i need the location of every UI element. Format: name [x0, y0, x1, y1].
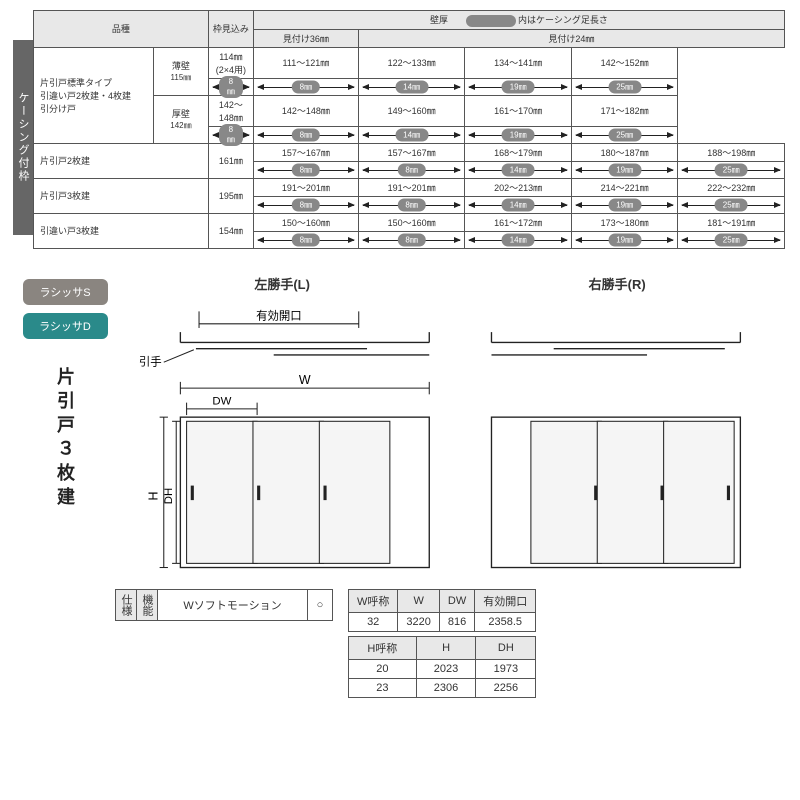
arrow-cell: 14㎜: [465, 196, 572, 213]
range-cell: 142～148㎜: [253, 95, 358, 126]
arrow-cell: 19㎜: [465, 126, 572, 143]
range-cell: 157～167㎜: [253, 143, 358, 161]
brand-d-pill: ラシッサD: [23, 313, 108, 339]
spec-mark: ○: [308, 589, 333, 620]
arrow-cell: 25㎜: [678, 196, 785, 213]
range-cell: 134～141㎜: [465, 47, 572, 78]
range-cell: 191～201㎜: [358, 178, 465, 196]
range-cell: 214～221㎜: [571, 178, 678, 196]
row-label: 片引戸2枚建: [34, 143, 209, 178]
spec-name: Wソフトモーション: [158, 589, 308, 620]
side-tab: ケーシング付枠: [13, 40, 33, 235]
svg-text:H: H: [147, 491, 161, 500]
door-diagram: 有効開口 引手: [115, 301, 785, 581]
function-table: 仕様 機能 Wソフトモーション ○: [115, 589, 333, 621]
range-cell: 181～191㎜: [678, 213, 785, 231]
arrow-cell: 19㎜: [571, 161, 678, 178]
range-cell: 161～172㎜: [465, 213, 572, 231]
arrow-cell: 14㎜: [358, 78, 465, 95]
range-cell: 161～170㎜: [465, 95, 572, 126]
arrow-cell: 25㎜: [678, 231, 785, 248]
wakumi-val: 195㎜: [208, 178, 253, 213]
arrow-cell: 8㎜: [253, 78, 358, 95]
sublabel: 厚壁142㎜: [154, 95, 209, 143]
range-cell: 168～179㎜: [465, 143, 572, 161]
svg-text:有効開口: 有効開口: [256, 308, 302, 322]
th-m24: 見付け24㎜: [358, 29, 784, 47]
range-cell: 171～182㎜: [571, 95, 678, 126]
sublabel: 薄壁115㎜: [154, 47, 209, 95]
range-cell: 114㎜(2×4用): [208, 47, 253, 78]
svg-text:DW: DW: [212, 395, 231, 407]
th-kino: 機能: [137, 589, 158, 620]
th-hinshu: 品種: [34, 11, 209, 48]
arrow-cell: 14㎜: [465, 231, 572, 248]
arrow-cell: 19㎜: [465, 78, 572, 95]
h-dim-table: H呼称HDH 20202319732323062256: [348, 636, 536, 698]
range-cell: 150～160㎜: [253, 213, 358, 231]
arrow-cell: 8㎜: [253, 126, 358, 143]
svg-text:DH: DH: [163, 487, 175, 503]
range-cell: 142～152㎜: [571, 47, 678, 78]
range-cell: 142～148㎜: [208, 95, 253, 126]
range-cell: 180～187㎜: [571, 143, 678, 161]
range-cell: 222～232㎜: [678, 178, 785, 196]
wakumi-val: 154㎜: [208, 213, 253, 248]
arrow-cell: 8㎜: [253, 161, 358, 178]
range-cell: 191～201㎜: [253, 178, 358, 196]
svg-text:引手: 引手: [139, 354, 162, 368]
arrow-cell: 25㎜: [678, 161, 785, 178]
arrow-cell: 25㎜: [571, 78, 678, 95]
right-hand-title: 右勝手(R): [589, 274, 646, 293]
range-cell: 157～167㎜: [358, 143, 465, 161]
w-dim-table: W呼称WDW有効開口 3232208162358.5: [348, 589, 536, 632]
row-label: 片引戸標準タイプ引違い戸2枚建・4枚建引分け戸: [34, 47, 154, 143]
range-cell: 149～160㎜: [358, 95, 465, 126]
th-wakumi: 枠見込み: [208, 11, 253, 48]
th-m36: 見付け36㎜: [253, 29, 358, 47]
arrow-cell: 25㎜: [571, 126, 678, 143]
brand-s-pill: ラシッサS: [23, 279, 108, 305]
range-cell: 188～198㎜: [678, 143, 785, 161]
range-cell: 202～213㎜: [465, 178, 572, 196]
svg-text:W: W: [299, 373, 311, 387]
arrow-cell: 8㎜: [208, 126, 253, 143]
th-kabe: 壁厚 内はケーシング足長さ: [253, 11, 784, 30]
arrow-cell: 8㎜: [253, 196, 358, 213]
arrow-cell: 8㎜: [358, 196, 465, 213]
wakumi-val: 161㎜: [208, 143, 253, 178]
spec-table: 品種 枠見込み 壁厚 内はケーシング足長さ 見付け36㎜ 見付け24㎜ 片引戸標…: [33, 10, 785, 249]
arrow-cell: 8㎜: [358, 231, 465, 248]
range-cell: 150～160㎜: [358, 213, 465, 231]
arrow-cell: 8㎜: [253, 231, 358, 248]
left-hand-title: 左勝手(L): [254, 274, 310, 293]
arrow-cell: 14㎜: [465, 161, 572, 178]
arrow-cell: 8㎜: [358, 161, 465, 178]
arrow-cell: 19㎜: [571, 231, 678, 248]
range-cell: 122～133㎜: [358, 47, 465, 78]
arrow-cell: 8㎜: [208, 78, 253, 95]
th-shiyo: 仕様: [116, 589, 137, 620]
row-label: 引違い戸3枚建: [34, 213, 209, 248]
range-cell: 111～121㎜: [253, 47, 358, 78]
arrow-cell: 14㎜: [358, 126, 465, 143]
arrow-cell: 19㎜: [571, 196, 678, 213]
range-cell: 173～180㎜: [571, 213, 678, 231]
door-type-title: 片引戸３枚建: [52, 367, 78, 511]
row-label: 片引戸3枚建: [34, 178, 209, 213]
